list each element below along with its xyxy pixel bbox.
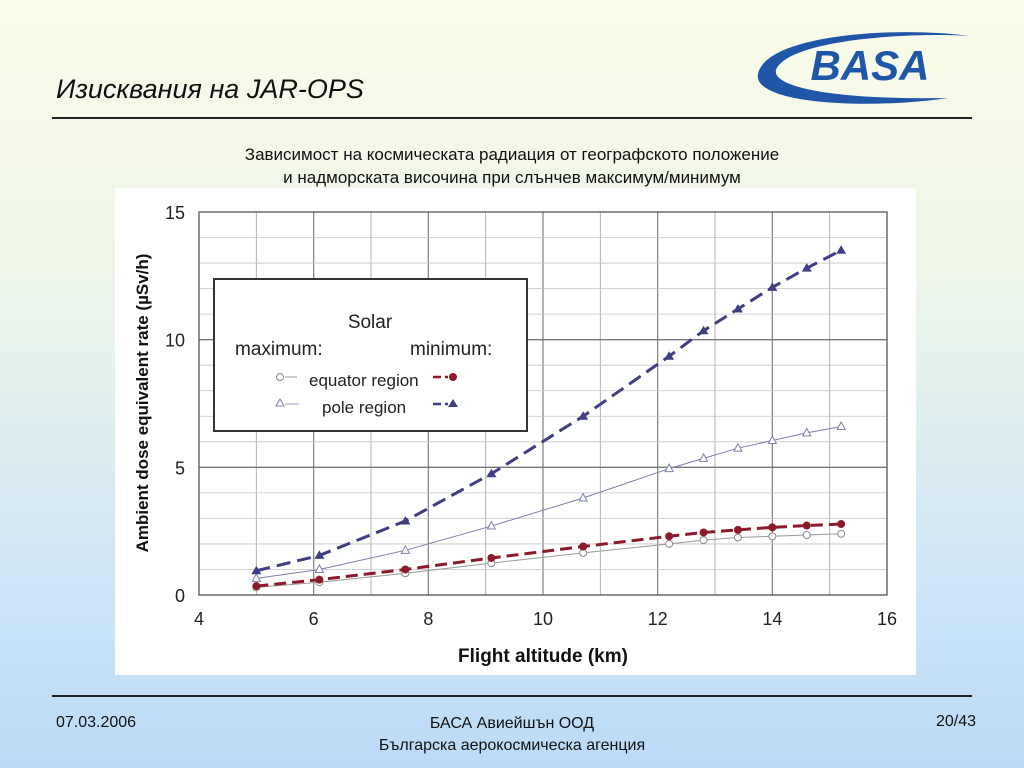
data-point-pole-region-solar-maximum <box>578 492 588 502</box>
x-tick-label: 6 <box>309 609 319 629</box>
page-number: 20/43 <box>935 713 976 730</box>
data-point-equator-region-solar-maximum <box>802 530 811 539</box>
data-point-pole-region-solar-minimum <box>767 282 778 291</box>
data-point-pole-region-solar-maximum <box>664 463 674 473</box>
data-point-equator-region-solar-maximum <box>733 533 742 542</box>
data-point-pole-region-solar-minimum <box>732 304 743 313</box>
data-point-equator-region-solar-minimum <box>315 575 324 584</box>
legend-box <box>213 278 528 432</box>
data-point-pole-region-solar-maximum <box>314 563 325 573</box>
data-point-pole-region-solar-maximum <box>251 572 262 582</box>
data-point-pole-region-solar-maximum <box>400 544 411 554</box>
legend-marker-pole-max <box>275 397 285 407</box>
caption-line-2: и надморската височина при слънчев макси… <box>283 168 741 187</box>
data-point-pole-region-solar-minimum <box>578 411 589 420</box>
plot-frame <box>198 211 888 596</box>
y-tick-label: 15 <box>165 203 185 223</box>
data-point-equator-region-solar-minimum <box>837 520 846 529</box>
data-point-pole-region-solar-minimum <box>664 351 675 360</box>
tick-labels: 4 6 8 10 12 14 16 0 5 10 15 <box>165 203 897 629</box>
data-point-equator-region-solar-maximum <box>699 536 708 545</box>
legend-marker-equator-max <box>276 373 284 381</box>
legend: Solar maximum: minimum: equator region p… <box>213 278 528 432</box>
data-point-equator-region-solar-minimum <box>802 521 811 530</box>
y-tick-label: 10 <box>165 331 185 351</box>
data-point-pole-region-solar-maximum <box>486 520 497 530</box>
caption-line-1: Зависимост на космическата радиация от г… <box>244 145 780 164</box>
data-point-equator-region-solar-minimum <box>699 528 708 537</box>
footer-divider <box>52 695 972 697</box>
legend-row-equator: equator region <box>309 371 419 390</box>
legend-title: Solar <box>348 312 393 333</box>
data-point-equator-region-solar-minimum <box>733 525 742 534</box>
data-point-equator-region-solar-minimum <box>252 582 261 591</box>
footer-organization: БАСА Авиейшън ООД Българска аерокосмичес… <box>312 713 712 757</box>
data-point-pole-region-solar-maximum <box>767 434 778 445</box>
data-point-pole-region-solar-maximum <box>801 427 812 437</box>
chart-panel: 4 6 8 10 12 14 16 0 5 10 15 Flight altitude (km) A… <box>115 188 916 675</box>
data-point-equator-region-solar-maximum <box>768 532 777 541</box>
series-layer <box>251 245 847 592</box>
series-line-pole-region-solar-maximum <box>256 425 842 579</box>
data-point-equator-region-solar-minimum <box>665 532 674 541</box>
legend-col-min: minimum: <box>410 339 492 360</box>
data-point-pole-region-solar-maximum <box>698 452 709 462</box>
data-point-pole-region-solar-minimum <box>400 515 411 525</box>
y-axis-label: Ambient dose equivalent rate (µSv/h) <box>133 254 152 553</box>
chart-caption: Зависимост на космическата радиация от г… <box>112 143 912 189</box>
y-tick-label: 5 <box>175 458 185 478</box>
data-point-pole-region-solar-maximum <box>733 442 743 452</box>
data-point-pole-region-solar-minimum <box>251 565 262 575</box>
x-tick-label: 14 <box>762 609 782 629</box>
legend-marker-equator-min <box>449 373 457 381</box>
x-tick-label: 8 <box>423 609 433 629</box>
footer-date: 07.03.2006 <box>56 714 137 731</box>
data-point-pole-region-solar-minimum <box>836 245 847 254</box>
data-point-equator-region-solar-maximum <box>665 539 674 548</box>
data-point-equator-region-solar-minimum <box>401 565 410 574</box>
dose-rate-chart: 4 6 8 10 12 14 16 0 5 10 15 Flight altitude (km) A… <box>133 203 897 667</box>
data-point-pole-region-solar-minimum <box>801 263 812 272</box>
legend-row-pole: pole region <box>322 398 406 417</box>
title-divider <box>52 117 972 119</box>
data-point-pole-region-solar-minimum <box>314 550 325 559</box>
data-point-equator-region-solar-minimum <box>487 553 496 562</box>
x-tick-label: 10 <box>533 609 553 629</box>
legend-marker-pole-min <box>448 399 458 407</box>
logo-text: BASA <box>810 42 929 89</box>
legend-col-max: maximum: <box>235 339 323 360</box>
data-point-pole-region-solar-maximum <box>836 420 846 430</box>
data-point-pole-region-solar-minimum <box>698 325 709 335</box>
data-point-equator-region-solar-maximum <box>837 529 846 538</box>
y-tick-label: 0 <box>175 586 185 606</box>
x-tick-label: 4 <box>194 609 204 629</box>
x-tick-label: 12 <box>648 609 668 629</box>
data-point-equator-region-solar-minimum <box>768 523 777 532</box>
basa-logo: BASA <box>757 32 970 104</box>
x-axis-label: Flight altitude (km) <box>458 646 628 667</box>
data-point-equator-region-solar-minimum <box>579 542 588 551</box>
series-line-equator-region-solar-minimum <box>256 522 842 588</box>
footer-org-line-2: Българска аерокосмическа агенция <box>378 737 646 754</box>
series-line-equator-region-solar-maximum <box>256 533 842 588</box>
x-tick-label: 16 <box>877 609 897 629</box>
slide-title: Изисквания на JAR-OPS <box>56 74 364 104</box>
footer-org-line-1: БАСА Авиейшън ООД <box>429 715 595 732</box>
data-point-pole-region-solar-minimum <box>486 468 497 478</box>
